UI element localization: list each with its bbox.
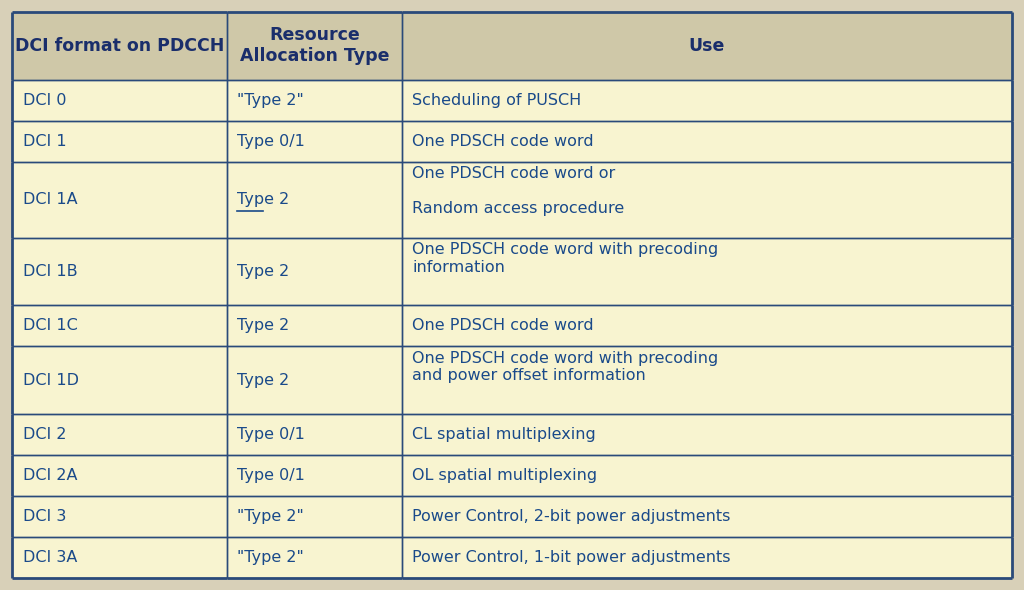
Text: DCI 2: DCI 2	[23, 427, 66, 442]
Bar	[12, 12, 227, 80]
Text: Type 0/1: Type 0/1	[238, 427, 305, 442]
Bar	[402, 305, 1012, 346]
Bar	[402, 162, 1012, 238]
Bar	[227, 162, 402, 238]
Bar	[402, 414, 1012, 455]
Text: DCI 2A: DCI 2A	[23, 468, 77, 483]
Text: Type 0/1: Type 0/1	[238, 468, 305, 483]
Bar	[12, 537, 227, 578]
Bar	[12, 162, 227, 238]
Bar	[402, 346, 1012, 414]
Text: One PDSCH code word with precoding
and power offset information: One PDSCH code word with precoding and p…	[413, 351, 719, 384]
Bar	[227, 120, 402, 162]
Text: DCI 1A: DCI 1A	[23, 192, 77, 207]
Bar	[227, 537, 402, 578]
Bar	[402, 120, 1012, 162]
Text: Scheduling of PUSCH: Scheduling of PUSCH	[413, 93, 582, 107]
Bar	[12, 80, 227, 120]
Bar	[227, 496, 402, 537]
Text: DCI 3A: DCI 3A	[23, 550, 77, 565]
Bar	[227, 305, 402, 346]
Text: Type 2: Type 2	[238, 192, 290, 207]
Text: CL spatial multiplexing: CL spatial multiplexing	[413, 427, 596, 442]
Text: One PDSCH code word with precoding
information: One PDSCH code word with precoding infor…	[413, 242, 719, 275]
Text: "Type 2": "Type 2"	[238, 509, 304, 524]
Text: Use: Use	[689, 37, 725, 55]
Text: One PDSCH code word: One PDSCH code word	[413, 318, 594, 333]
Text: DCI 3: DCI 3	[23, 509, 66, 524]
Text: DCI 1C: DCI 1C	[23, 318, 77, 333]
Text: Power Control, 2-bit power adjustments: Power Control, 2-bit power adjustments	[413, 509, 731, 524]
Bar	[12, 120, 227, 162]
Text: DCI 0: DCI 0	[23, 93, 66, 107]
Text: "Type 2": "Type 2"	[238, 550, 304, 565]
Bar	[227, 455, 402, 496]
Bar	[402, 455, 1012, 496]
Bar	[12, 455, 227, 496]
Text: One PDSCH code word: One PDSCH code word	[413, 133, 594, 149]
Text: DCI 1D: DCI 1D	[23, 373, 79, 388]
Bar	[227, 80, 402, 120]
Bar	[402, 238, 1012, 305]
Bar	[402, 496, 1012, 537]
Bar	[12, 238, 227, 305]
Text: "Type 2": "Type 2"	[238, 93, 304, 107]
Bar	[227, 414, 402, 455]
Text: Type 2: Type 2	[238, 264, 290, 279]
Bar	[402, 12, 1012, 80]
Text: Type 0/1: Type 0/1	[238, 133, 305, 149]
Bar	[227, 346, 402, 414]
Bar	[402, 80, 1012, 120]
Bar	[12, 414, 227, 455]
Text: DCI 1: DCI 1	[23, 133, 67, 149]
Text: One PDSCH code word or

Random access procedure: One PDSCH code word or Random access pro…	[413, 166, 625, 216]
Bar	[227, 12, 402, 80]
Text: Resource
Allocation Type: Resource Allocation Type	[240, 27, 389, 65]
Text: Type 2: Type 2	[238, 318, 290, 333]
Bar	[227, 238, 402, 305]
Text: OL spatial multiplexing: OL spatial multiplexing	[413, 468, 597, 483]
Bar	[402, 537, 1012, 578]
Text: Type 2: Type 2	[238, 373, 290, 388]
Bar	[12, 305, 227, 346]
Bar	[12, 496, 227, 537]
Text: DCI format on PDCCH: DCI format on PDCCH	[15, 37, 224, 55]
Bar	[12, 346, 227, 414]
Text: Power Control, 1-bit power adjustments: Power Control, 1-bit power adjustments	[413, 550, 731, 565]
Text: DCI 1B: DCI 1B	[23, 264, 77, 279]
